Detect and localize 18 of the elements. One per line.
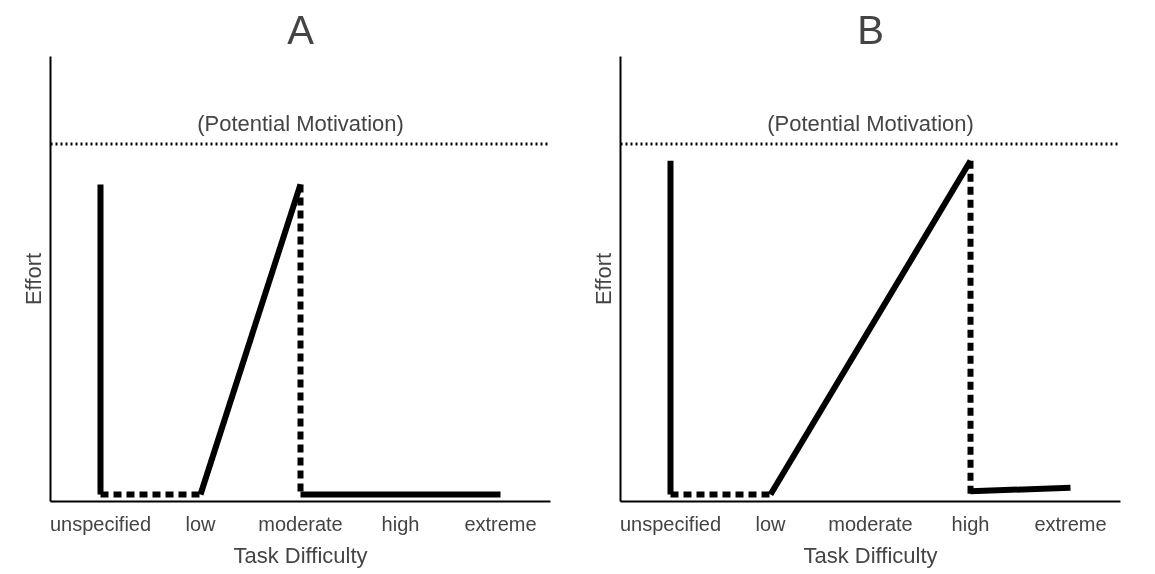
x-axis-title: Task Difficulty (803, 542, 938, 568)
x-tick-label: extreme (1034, 512, 1107, 535)
y-axis-title: Effort (590, 252, 616, 306)
x-tick-label: unspecified (619, 512, 722, 535)
x-tick-label: moderate (258, 512, 343, 535)
chart-title: A (287, 7, 315, 52)
x-axis-title: Task Difficulty (233, 542, 368, 568)
x-tick-label: low (755, 512, 787, 535)
ref-line-label: (Potential Motivation) (197, 111, 404, 137)
y-axis-title: Effort (20, 252, 46, 306)
ref-line-label: (Potential Motivation) (767, 111, 974, 137)
x-tick-label: high (951, 512, 990, 535)
x-tick-label: low (185, 512, 217, 535)
x-tick-label: extreme (464, 512, 537, 535)
x-tick-label: moderate (828, 512, 913, 535)
x-tick-label: high (381, 512, 420, 535)
chart-title: B (857, 7, 884, 52)
x-tick-label: unspecified (49, 512, 152, 535)
